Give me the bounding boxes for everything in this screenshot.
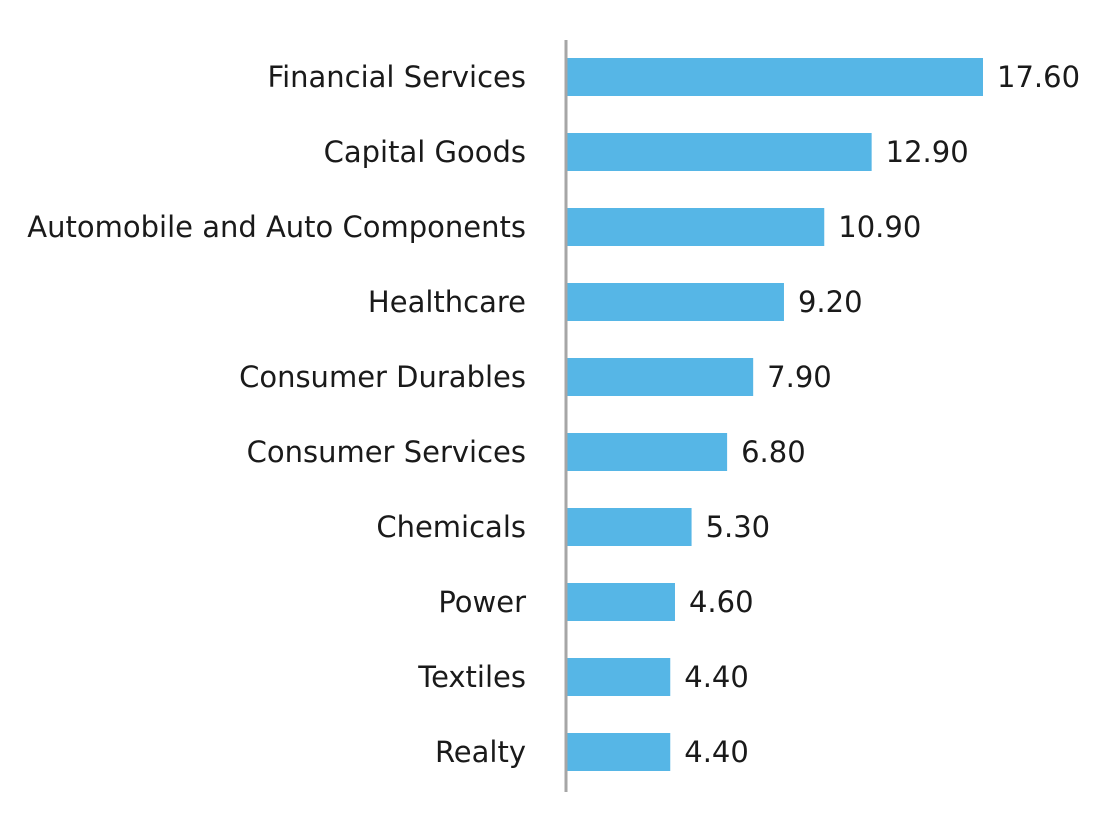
bar	[566, 58, 983, 96]
category-label: Realty	[435, 735, 526, 769]
bar	[566, 133, 872, 171]
category-label: Consumer Durables	[239, 360, 526, 394]
category-label: Textiles	[417, 660, 526, 694]
value-label: 9.20	[798, 285, 863, 319]
bar	[566, 283, 784, 321]
category-label: Healthcare	[368, 285, 526, 319]
bar	[566, 508, 692, 546]
bar	[566, 433, 728, 471]
bar	[566, 733, 671, 771]
category-label: Capital Goods	[324, 135, 526, 169]
bar	[566, 658, 671, 696]
category-label: Chemicals	[376, 510, 526, 544]
category-label: Financial Services	[268, 60, 527, 94]
category-label: Consumer Services	[247, 435, 526, 469]
value-label: 4.40	[684, 660, 749, 694]
category-label: Power	[438, 585, 526, 619]
value-label: 7.90	[767, 360, 832, 394]
value-label: 4.40	[684, 735, 749, 769]
value-label: 4.60	[689, 585, 754, 619]
value-label: 10.90	[838, 210, 921, 244]
bar	[566, 583, 675, 621]
bar	[566, 358, 754, 396]
category-label: Automobile and Auto Components	[27, 210, 526, 244]
value-label: 6.80	[741, 435, 806, 469]
value-label: 5.30	[706, 510, 771, 544]
value-label: 17.60	[997, 60, 1080, 94]
bar	[566, 208, 825, 246]
value-label: 12.90	[886, 135, 969, 169]
